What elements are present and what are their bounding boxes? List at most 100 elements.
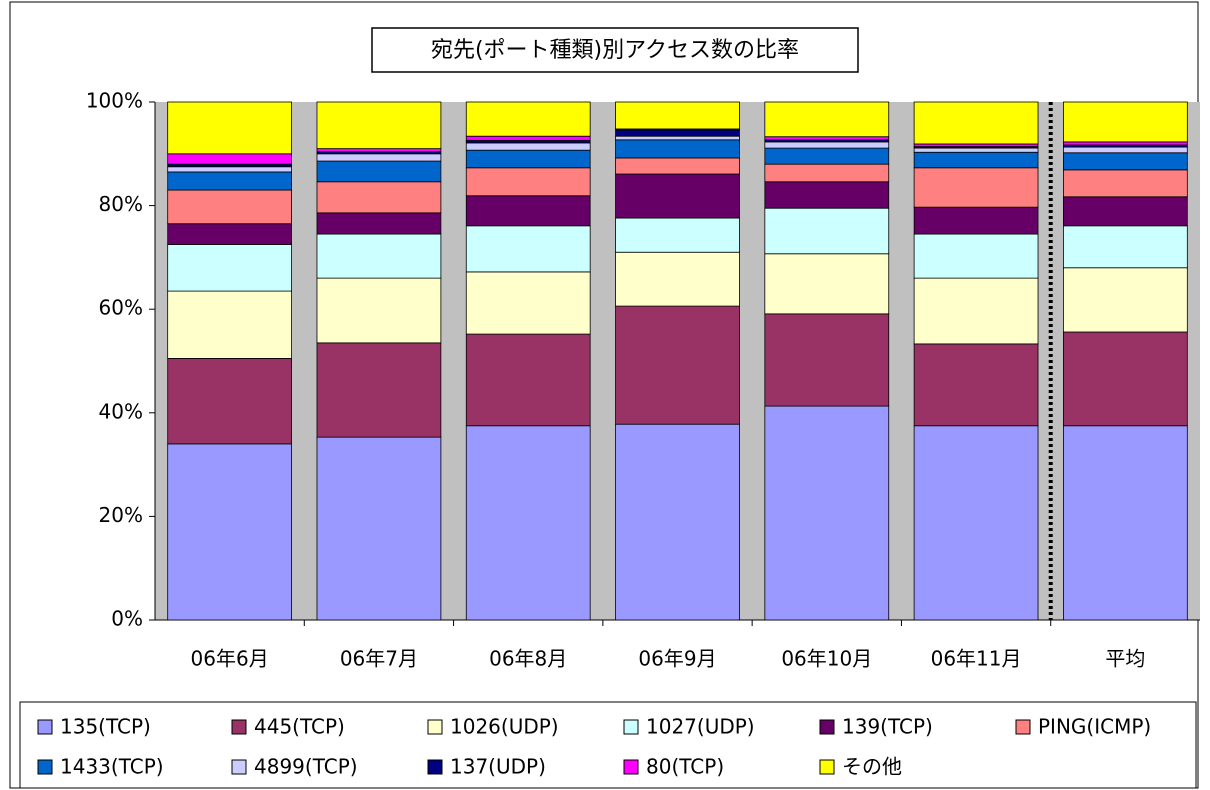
bar-segment (465, 149, 591, 169)
y-tick-label: 100% (86, 89, 143, 113)
bar-segment (465, 271, 591, 335)
bar-segment (316, 160, 442, 183)
bar-segment (167, 153, 292, 165)
bar-segment (167, 171, 292, 191)
legend-label: 1027(UDP) (646, 715, 755, 739)
bar-segment (167, 189, 292, 225)
bar-segment (316, 436, 442, 621)
chart-title: 宛先(ポート種類)別アクセス数の比率 (431, 38, 799, 63)
legend-label: 137(UDP) (450, 755, 546, 779)
bar-segment (764, 181, 890, 209)
bar-segment (1063, 101, 1188, 143)
bar-segment (1063, 267, 1188, 333)
bar-segment (465, 425, 591, 621)
legend-swatch (427, 719, 443, 735)
bar-segment (1063, 141, 1188, 146)
y-tick-label: 40% (99, 399, 143, 423)
legend-swatch (623, 719, 639, 735)
x-tick-label: 06年8月 (489, 647, 567, 671)
bar-segment (913, 167, 1039, 208)
legend-label: 80(TCP) (646, 755, 724, 779)
bar-segment (615, 305, 740, 425)
legend-swatch (37, 719, 53, 735)
legend-label: 135(TCP) (60, 715, 151, 739)
bar-segment (764, 405, 890, 621)
bar-segment (167, 443, 292, 621)
bar-segment (764, 136, 890, 141)
legend-swatch (231, 759, 247, 775)
bar-segment (167, 101, 292, 155)
legend-swatch (427, 759, 443, 775)
legend-swatch (37, 759, 53, 775)
bar-segment (615, 157, 740, 175)
bar-segment (615, 129, 740, 137)
bar-segment (465, 142, 591, 151)
x-tick-label: 06年10月 (781, 647, 872, 671)
bar-segment (465, 333, 591, 427)
legend-swatch (819, 719, 835, 735)
legend-swatch (1015, 719, 1031, 735)
y-tick-label: 60% (99, 296, 143, 320)
bar-segment (764, 141, 890, 149)
bar-segment (913, 425, 1039, 621)
bar-segment (465, 195, 591, 227)
bar-segment (764, 207, 890, 255)
legend-label: PING(ICMP) (1038, 715, 1151, 739)
x-tick-label: 06年9月 (638, 647, 716, 671)
bar-segment (913, 147, 1039, 153)
x-tick-label: 06年6月 (191, 647, 269, 671)
bar-segment (316, 148, 442, 153)
bar-segment (316, 181, 442, 214)
bar-segment (1063, 146, 1188, 154)
x-tick-label: 平均 (1105, 647, 1145, 671)
bar-segment (615, 423, 740, 621)
y-tick-label: 20% (99, 503, 143, 527)
bar-segment (1063, 169, 1188, 198)
bar-segment (316, 153, 442, 162)
legend-label: 1026(UDP) (450, 715, 559, 739)
legend-label: 4899(TCP) (254, 755, 358, 779)
bar-segment (913, 101, 1039, 145)
bar-segment (1063, 196, 1188, 227)
legend-label: 1433(TCP) (60, 755, 164, 779)
bar-segment (316, 277, 442, 344)
bar-segment (764, 101, 890, 138)
bar-segment (913, 343, 1039, 427)
bar-segment (316, 212, 442, 235)
legend-label: 445(TCP) (254, 715, 345, 739)
bar-segment (167, 223, 292, 245)
y-tick-label: 80% (99, 192, 143, 216)
legend-label: その他 (842, 755, 902, 779)
bar-segment (764, 147, 890, 165)
legend-box (19, 701, 1197, 789)
bar-segment (615, 173, 740, 219)
legend-label: 139(TCP) (842, 715, 933, 739)
bar-segment (465, 167, 591, 197)
bar-segment (167, 166, 292, 173)
bar-segment (615, 139, 740, 159)
bar-segment (615, 101, 740, 130)
legend-swatch (231, 719, 247, 735)
bar-segment (615, 217, 740, 253)
bar-segment (913, 233, 1039, 279)
bar-segment (167, 290, 292, 359)
bar-segment (913, 277, 1039, 345)
bar-segment (167, 358, 292, 445)
bar-segment (764, 163, 890, 183)
legend-swatch (623, 759, 639, 775)
bar-segment (913, 206, 1039, 235)
bar-segment (316, 233, 442, 279)
bar-segment (615, 135, 740, 141)
bar-segment (764, 253, 890, 315)
x-tick-label: 06年7月 (340, 647, 418, 671)
bar-segment (1063, 152, 1188, 171)
bar-segment (615, 251, 740, 307)
bar-segment (764, 313, 890, 407)
bar-segment (465, 101, 591, 137)
y-tick-label: 0% (111, 607, 143, 631)
legend-swatch (819, 759, 835, 775)
bar-segment (913, 151, 1039, 169)
bar-segment (316, 101, 442, 150)
bar-segment (1063, 425, 1188, 621)
